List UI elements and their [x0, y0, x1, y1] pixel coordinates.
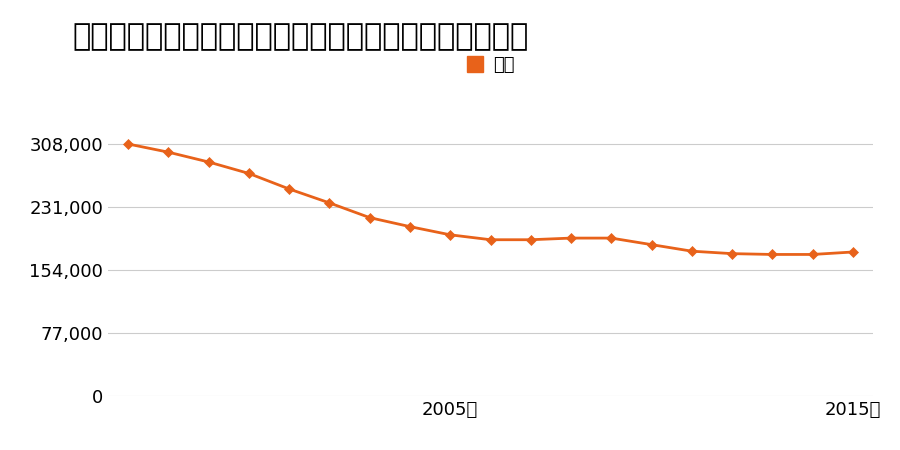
Legend: 価格: 価格 [459, 49, 522, 81]
Text: 大阪府大阪市生野区勝山南１丁目８２番２６の地価推移: 大阪府大阪市生野区勝山南１丁目８２番２６の地価推移 [72, 22, 528, 51]
